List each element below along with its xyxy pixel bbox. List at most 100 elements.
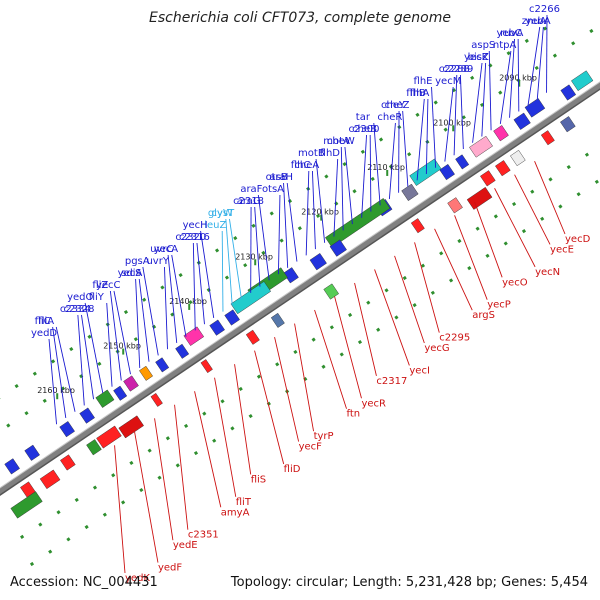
gene-leader-line (414, 242, 440, 333)
track-dot (329, 325, 334, 330)
gene-label-yecp: yecP (487, 300, 511, 311)
track-dot (24, 411, 29, 416)
gene-feature (59, 421, 75, 438)
gene-label-yeco: yecO (502, 277, 528, 288)
track-dot (102, 512, 107, 517)
gene-feature (224, 309, 240, 326)
track-dot (534, 65, 539, 71)
gene-label-yecf: yecF (299, 442, 323, 453)
gene-leader-line (481, 62, 487, 137)
track-dot (56, 510, 61, 515)
gene-label-sdia: sdiA (121, 268, 142, 279)
gene-feature (466, 186, 493, 210)
gene-leader-line (109, 290, 122, 381)
gene-feature (560, 84, 577, 101)
track-dot (202, 411, 207, 416)
track-dot (315, 213, 321, 218)
track-dot (584, 152, 590, 157)
gene-label-flhd: flhD (320, 148, 341, 159)
track-dot (32, 371, 37, 376)
tick-label: 2120 kbp (301, 208, 339, 217)
gene-leader-line (194, 391, 222, 508)
track-dot (415, 112, 420, 117)
gene-leader-line (425, 98, 429, 175)
gene-leader-line (499, 50, 512, 125)
track-dot (339, 352, 344, 357)
gene-label-c2266: c2266 (529, 4, 560, 15)
gene-label-flhe: flhE (414, 76, 433, 87)
gene-leader-line (135, 278, 141, 368)
gene-leader-line (534, 161, 566, 235)
track-dot (66, 537, 71, 542)
gene-leader-line (444, 86, 454, 162)
gene-feature (24, 444, 40, 461)
backbone-layer (0, 81, 600, 496)
gene-leader-line (374, 269, 410, 366)
track-dot (175, 463, 180, 468)
track-dot (69, 346, 74, 352)
track-dot (366, 300, 371, 305)
gene-label-cyst: cysT (211, 208, 235, 219)
gene-label-yecg: yecG (424, 343, 449, 354)
track-dot (449, 278, 454, 283)
track-dot (348, 312, 353, 318)
tick-label: 2110 kbp (367, 163, 405, 172)
track-dot (461, 115, 466, 120)
track-dot (214, 248, 220, 253)
gene-leader-line (527, 26, 541, 106)
track-dot (261, 250, 266, 255)
gene-feature (447, 197, 463, 214)
track-dot (147, 448, 152, 453)
track-dot (394, 315, 399, 320)
gene-feature (439, 163, 455, 181)
gene-leader-line (192, 242, 196, 331)
track-dot (360, 149, 365, 154)
track-dot (542, 26, 548, 31)
tick-label: 2140 kbp (169, 297, 207, 306)
gene-feature (245, 329, 260, 345)
gene-label-ftn: ftn (347, 409, 361, 420)
track-dot (475, 226, 480, 231)
gene-leader-line (305, 170, 310, 256)
track-dot (485, 253, 490, 258)
gene-leader-line (214, 377, 237, 497)
gene-label-bisz: bisZ (468, 52, 489, 63)
gene-label-flid: fliD (284, 464, 301, 475)
gene-label-motb: motB (298, 148, 325, 159)
gene-leader-line (77, 314, 85, 406)
track-dot (402, 275, 407, 281)
gene-feature (409, 158, 442, 186)
gene-feature (4, 458, 20, 475)
track-dot (142, 297, 147, 302)
gene-label-cher: cheR (377, 112, 402, 123)
gene-leader-line (286, 182, 298, 262)
track-dot (212, 438, 217, 443)
track-dot (576, 192, 581, 197)
gene-feature (60, 454, 76, 471)
track-dot (498, 90, 503, 95)
gene-label-yecc: yecC (96, 280, 121, 291)
gene-leader-line (369, 134, 372, 212)
track-dot (467, 266, 472, 271)
gene-label-c2320: c2320 (175, 232, 206, 243)
gene-leader-line (138, 278, 150, 362)
gene-leader-line (315, 158, 326, 243)
gene-leader-line (394, 255, 425, 344)
track-dot (170, 312, 175, 317)
track-dot (14, 383, 19, 389)
track-dot (220, 399, 225, 404)
track-dot (123, 309, 129, 315)
gene-label-yecs: yecS (118, 268, 142, 279)
track-dot (297, 226, 302, 231)
gene-leader-line (517, 38, 520, 112)
gene-leader-line (514, 174, 551, 245)
gene-label-c2334: c2334 (60, 304, 91, 315)
track-dot (334, 201, 339, 206)
gene-feature (455, 154, 470, 170)
track-dot (279, 238, 284, 243)
track-dot (230, 426, 235, 431)
gene-feature (524, 98, 546, 118)
gene-label-c2318: c2318 (233, 196, 264, 207)
